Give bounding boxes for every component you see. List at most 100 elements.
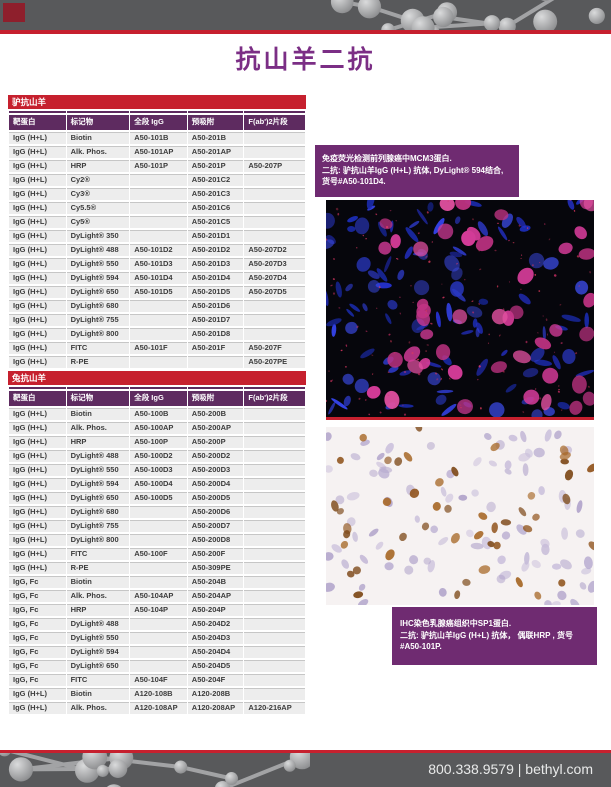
table-row: IgG (H+L) DyLight® 680 A50-201D6: [9, 300, 305, 312]
table-cell: [130, 188, 187, 200]
table-cell: A50-204B: [187, 576, 244, 588]
table-cell: [244, 132, 305, 144]
table-cell: [244, 618, 305, 630]
table-cell: [244, 562, 305, 574]
table-cell: [130, 576, 187, 588]
table-cell: A50-207P: [244, 160, 305, 172]
table-cell: A50-100D4: [130, 478, 187, 490]
table-cell: [244, 314, 305, 326]
table-row: IgG (H+L) Cy3® A50-201C3: [9, 188, 305, 200]
table-row: IgG (H+L) R-PE A50-309PE: [9, 562, 305, 574]
table-cell: [244, 506, 305, 518]
table-cell: IgG (H+L): [9, 408, 66, 420]
table-cell: A50-200F: [187, 548, 244, 560]
rabbit-anti-goat-table: 兔抗山羊 靶蛋白 标记物 全段 IgG 预吸附 F(ab')2片段 IgG (H+L) Bi…: [8, 371, 306, 716]
table-cell: A50-200D6: [187, 506, 244, 518]
table-cell: [244, 408, 305, 420]
table-cell: A50-204D5: [187, 660, 244, 672]
table-row: IgG (H+L) DyLight® 594 A50-101D4 A50-201D4 A…: [9, 272, 305, 284]
table-cell: A50-201C5: [187, 216, 244, 228]
table-cell: Alk. Phos.: [66, 422, 130, 434]
footer-contact: 800.338.9579 | bethyl.com: [428, 761, 593, 777]
table-row: IgG (H+L) DyLight® 488 A50-100D2 A50-200D2: [9, 450, 305, 462]
table-row: IgG (H+L) Alk. Phos. A50-101AP A50-201AP: [9, 146, 305, 158]
table-row: IgG (H+L) FITC A50-101F A50-201F A50-207F: [9, 342, 305, 354]
header-strip: [130, 387, 187, 389]
table-row: IgG, Fc HRP A50-104P A50-204P: [9, 604, 305, 616]
table-cell: [130, 520, 187, 532]
table-cell: A50-100D2: [130, 450, 187, 462]
column-header: 预吸附: [187, 391, 244, 406]
table-cell: [187, 356, 244, 368]
table-cell: A50-201B: [187, 132, 244, 144]
table-cell: DyLight® 594: [66, 646, 130, 658]
table-cell: DyLight® 550: [66, 632, 130, 644]
table-cell: IgG, Fc: [9, 660, 66, 672]
table-cell: [130, 534, 187, 546]
table-cell: A50-200D8: [187, 534, 244, 546]
table-cell: IgG (H+L): [9, 216, 66, 228]
table-row: IgG (H+L) R-PE A50-207PE: [9, 356, 305, 368]
table-cell: Biotin: [66, 408, 130, 420]
column-header: 全段 IgG: [130, 115, 187, 130]
table-row: IgG (H+L) DyLight® 488 A50-101D2 A50-201D2 A…: [9, 244, 305, 256]
header-strip: [187, 111, 244, 113]
table-cell: A50-101P: [130, 160, 187, 172]
table-cell: [244, 422, 305, 434]
table-row: IgG, Fc FITC A50-104F A50-204F: [9, 674, 305, 686]
table-cell: IgG (H+L): [9, 688, 66, 700]
table-cell: IgG (H+L): [9, 230, 66, 242]
table-cell: [244, 646, 305, 658]
table-cell: IgG, Fc: [9, 646, 66, 658]
table-cell: FITC: [66, 342, 130, 354]
table-cell: A50-101D4: [130, 272, 187, 284]
table-cell: HRP: [66, 160, 130, 172]
footer-rule: [0, 750, 611, 753]
table-cell: A50-207D3: [244, 258, 305, 270]
table-cell: A50-200D5: [187, 492, 244, 504]
table-cell: A120-108B: [130, 688, 187, 700]
header-strip: [244, 387, 305, 389]
column-header: F(ab')2片段: [244, 391, 305, 406]
table-cell: A50-101AP: [130, 146, 187, 158]
table-cell: A50-101D2: [130, 244, 187, 256]
table-cell: A50-204D2: [187, 618, 244, 630]
table-row: IgG (H+L) FITC A50-100F A50-200F: [9, 548, 305, 560]
header-strip: [66, 387, 130, 389]
table-cell: IgG, Fc: [9, 590, 66, 602]
table-cell: DyLight® 800: [66, 328, 130, 340]
table-cell: A50-201F: [187, 342, 244, 354]
table-cell: IgG (H+L): [9, 520, 66, 532]
table-cell: A50-101D3: [130, 258, 187, 270]
table-cell: [130, 216, 187, 228]
table-cell: A50-100F: [130, 548, 187, 560]
table-cell: IgG (H+L): [9, 160, 66, 172]
table-cell: A50-201D8: [187, 328, 244, 340]
table-row: IgG (H+L) DyLight® 800 A50-201D8: [9, 328, 305, 340]
table-cell: IgG (H+L): [9, 328, 66, 340]
table-cell: A50-200P: [187, 436, 244, 448]
table-cell: IgG (H+L): [9, 146, 66, 158]
product-table: 靶蛋白 标记物 全段 IgG 预吸附 F(ab')2片段 IgG (H+L) Biotin A…: [8, 385, 306, 716]
table-cell: [130, 506, 187, 518]
table-cell: A50-201D5: [187, 286, 244, 298]
table-cell: [130, 660, 187, 672]
table-row: IgG, Fc DyLight® 550 A50-204D3: [9, 632, 305, 644]
table-cell: IgG, Fc: [9, 632, 66, 644]
table-cell: A50-201D4: [187, 272, 244, 284]
table-cell: A50-204P: [187, 604, 244, 616]
table-cell: IgG, Fc: [9, 674, 66, 686]
table-cell: A50-207D5: [244, 286, 305, 298]
table-cell: [130, 230, 187, 242]
table-cell: Biotin: [66, 688, 130, 700]
table-cell: IgG (H+L): [9, 174, 66, 186]
column-header: 预吸附: [187, 115, 244, 130]
table-cell: IgG (H+L): [9, 286, 66, 298]
table-row: IgG, Fc DyLight® 594 A50-204D4: [9, 646, 305, 658]
table-cell: [244, 436, 305, 448]
table-cell: Alk. Phos.: [66, 590, 130, 602]
table-cell: DyLight® 488: [66, 618, 130, 630]
table-cell: A50-200B: [187, 408, 244, 420]
table-cell: A50-201AP: [187, 146, 244, 158]
table-cell: A120-208AP: [187, 702, 244, 714]
